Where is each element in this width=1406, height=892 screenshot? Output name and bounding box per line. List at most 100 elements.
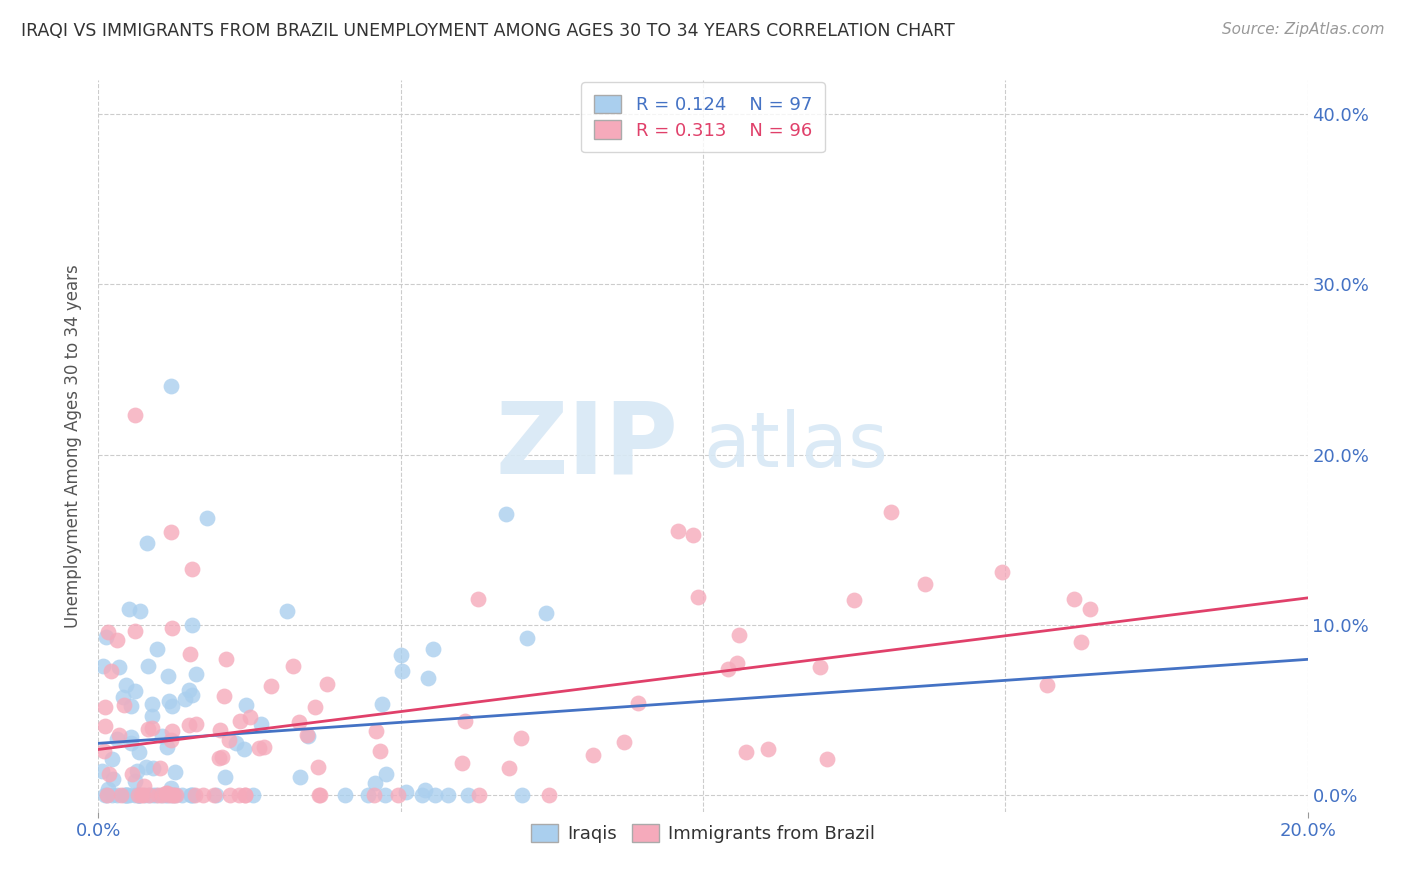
Text: atlas: atlas <box>703 409 887 483</box>
Text: ZIP: ZIP <box>496 398 679 494</box>
Point <box>149 761 172 775</box>
Point <box>437 788 460 802</box>
Point <box>110 788 132 802</box>
Point <box>304 699 326 714</box>
Point <box>287 714 309 729</box>
Point <box>228 788 250 802</box>
Point <box>308 788 330 802</box>
Point <box>215 652 238 666</box>
Point <box>97 624 120 639</box>
Point <box>97 766 120 780</box>
Point <box>423 788 446 802</box>
Point <box>218 733 240 747</box>
Point <box>416 671 439 685</box>
Point <box>100 664 122 678</box>
Point <box>202 788 225 802</box>
Point <box>498 761 520 775</box>
Point <box>307 760 329 774</box>
Point <box>128 788 150 802</box>
Point <box>235 698 257 713</box>
Point <box>120 699 142 714</box>
Y-axis label: Unemployment Among Ages 30 to 34 years: Unemployment Among Ages 30 to 34 years <box>65 264 83 628</box>
Point <box>357 788 380 802</box>
Point <box>179 647 201 661</box>
Point <box>156 787 179 801</box>
Point <box>108 660 131 674</box>
Point <box>101 772 124 786</box>
Point <box>96 788 118 802</box>
Point <box>688 590 710 604</box>
Point <box>991 565 1014 579</box>
Point <box>627 696 650 710</box>
Point <box>510 788 533 802</box>
Point <box>335 788 357 802</box>
Point <box>141 722 163 736</box>
Point <box>666 524 689 539</box>
Point <box>450 756 472 771</box>
Point <box>914 577 936 591</box>
Point <box>233 788 256 802</box>
Point <box>756 742 779 756</box>
Point <box>150 788 173 802</box>
Point <box>120 730 142 744</box>
Point <box>177 683 200 698</box>
Point <box>121 767 143 781</box>
Point <box>395 784 418 798</box>
Point <box>124 408 146 422</box>
Point <box>413 783 436 797</box>
Point <box>422 641 444 656</box>
Point <box>101 788 124 802</box>
Point <box>105 788 128 802</box>
Point <box>120 736 142 750</box>
Point <box>613 735 636 749</box>
Point <box>138 788 160 802</box>
Point <box>247 741 270 756</box>
Point <box>468 788 491 802</box>
Point <box>295 728 318 742</box>
Point <box>134 788 156 802</box>
Point <box>728 628 751 642</box>
Point <box>124 624 146 638</box>
Point <box>124 788 146 802</box>
Point <box>1070 635 1092 649</box>
Point <box>242 788 264 802</box>
Point <box>136 659 159 673</box>
Point <box>297 729 319 743</box>
Point <box>239 710 262 724</box>
Legend: Iraqis, Immigrants from Brazil: Iraqis, Immigrants from Brazil <box>524 816 882 850</box>
Point <box>101 752 124 766</box>
Point <box>725 656 748 670</box>
Point <box>454 714 477 728</box>
Point <box>163 788 186 802</box>
Point <box>160 379 183 393</box>
Point <box>155 788 177 802</box>
Point <box>94 718 117 732</box>
Point <box>389 648 412 663</box>
Point <box>288 770 311 784</box>
Point <box>364 776 387 790</box>
Point <box>208 750 231 764</box>
Point <box>96 788 118 802</box>
Point <box>457 788 479 802</box>
Point <box>114 788 136 802</box>
Point <box>136 722 159 736</box>
Point <box>411 788 433 802</box>
Point <box>145 788 167 802</box>
Point <box>162 788 184 802</box>
Point <box>127 788 149 802</box>
Text: Source: ZipAtlas.com: Source: ZipAtlas.com <box>1222 22 1385 37</box>
Point <box>115 788 138 802</box>
Point <box>174 691 197 706</box>
Point <box>150 729 173 743</box>
Point <box>1036 678 1059 692</box>
Point <box>371 697 394 711</box>
Point <box>165 788 187 802</box>
Point <box>160 621 183 635</box>
Point <box>129 788 152 802</box>
Point <box>181 688 204 702</box>
Point <box>717 662 740 676</box>
Point <box>127 788 149 802</box>
Point <box>96 630 118 644</box>
Point <box>159 732 181 747</box>
Point <box>150 788 173 802</box>
